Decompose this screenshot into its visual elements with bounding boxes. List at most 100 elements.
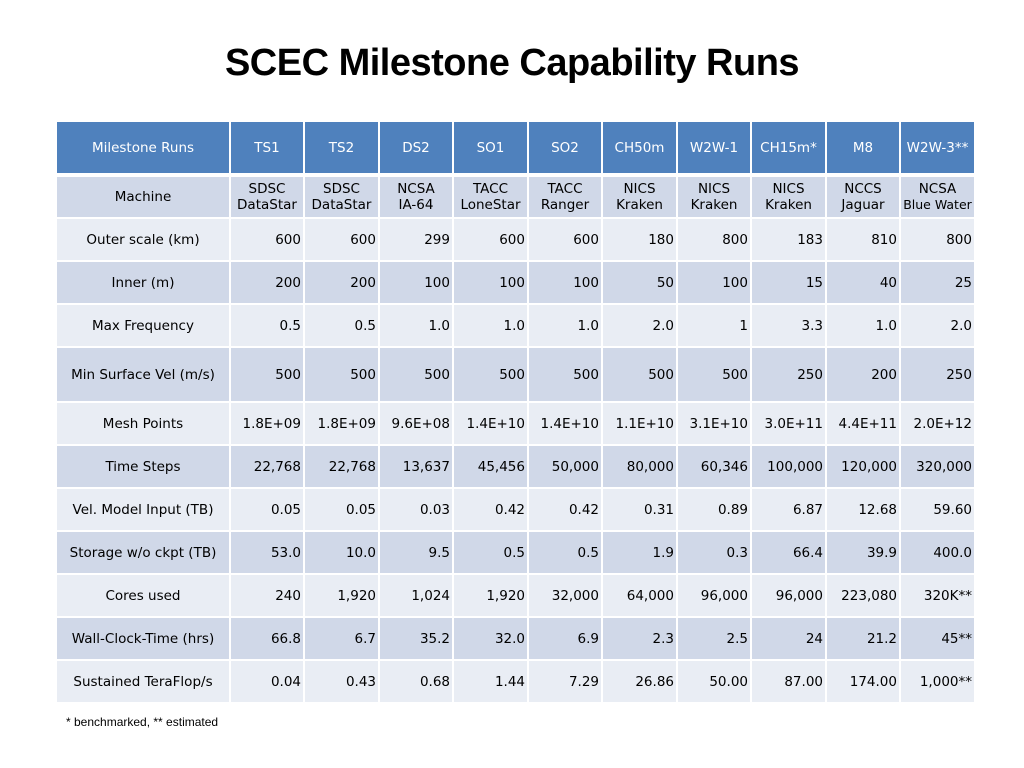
table-cell: 13,637	[378, 444, 454, 489]
table-row: Sustained TeraFlop/s 0.04 0.43 0.68 1.44 7.29…	[55, 659, 976, 704]
table-cell: 66.4	[750, 530, 827, 575]
table-row-machine: Machine SDSC DataStar SDSC DataStar NCSA IA…	[55, 174, 976, 219]
table-cell: 0.5	[303, 303, 380, 348]
table-cell: 50,000	[527, 444, 603, 489]
table-row: Min Surface Vel (m/s) 500 500 500 500 500 500 5…	[55, 346, 976, 403]
milestone-runs-table: Milestone Runs TS1 TS2 DS2 SO1 SO2 CH50m…	[55, 120, 976, 704]
table-cell: 26.86	[601, 659, 678, 704]
table-cell: 50	[601, 260, 678, 305]
machine-cell: SDSC DataStar	[229, 174, 305, 219]
row-label: Sustained TeraFlop/s	[55, 659, 231, 704]
machine-center: TACC	[547, 181, 583, 197]
table-cell: 39.9	[825, 530, 901, 575]
table-cell: 64,000	[601, 573, 678, 618]
table-cell: 10.0	[303, 530, 380, 575]
table-cell: 6.9	[527, 616, 603, 661]
table-cell: 3.0E+11	[750, 401, 827, 446]
table-cell: 32,000	[527, 573, 603, 618]
table-cell: 96,000	[676, 573, 752, 618]
column-header: M8	[825, 120, 901, 177]
table-cell: 22,768	[229, 444, 305, 489]
table-row: Storage w/o ckpt (TB) 53.0 10.0 9.5 0.5 0.5 1.…	[55, 530, 976, 575]
table-cell: 250	[750, 346, 827, 403]
machine-name: Kraken	[690, 197, 738, 213]
table-row: Wall-Clock-Time (hrs) 66.8 6.7 35.2 32.0 6.9 2…	[55, 616, 976, 661]
table-cell: 500	[601, 346, 678, 403]
table-cell: 500	[378, 346, 454, 403]
table-cell: 0.04	[229, 659, 305, 704]
row-label: Vel. Model Input (TB)	[55, 487, 231, 532]
table-cell: 87.00	[750, 659, 827, 704]
table-cell: 1.0	[378, 303, 454, 348]
table-cell: 320,000	[899, 444, 976, 489]
table-cell: 0.5	[452, 530, 529, 575]
machine-name: DataStar	[237, 197, 297, 213]
table-row: Mesh Points 1.8E+09 1.8E+09 9.6E+08 1.4E+10 1…	[55, 401, 976, 446]
table-cell: 0.42	[527, 487, 603, 532]
machine-center: SDSC	[323, 181, 360, 197]
table-cell: 7.29	[527, 659, 603, 704]
table-cell: 250	[899, 346, 976, 403]
column-header: CH15m*	[750, 120, 827, 177]
table-cell: 3.1E+10	[676, 401, 752, 446]
table-cell: 180	[601, 217, 678, 262]
table-cell: 1.1E+10	[601, 401, 678, 446]
table-cell: 100	[378, 260, 454, 305]
table-cell: 2.3	[601, 616, 678, 661]
table-cell: 6.7	[303, 616, 380, 661]
table-header-row: Milestone Runs TS1 TS2 DS2 SO1 SO2 CH50m…	[55, 120, 976, 177]
column-header: TS2	[303, 120, 380, 177]
table-cell: 22,768	[303, 444, 380, 489]
table-cell: 24	[750, 616, 827, 661]
table-cell: 2.0	[899, 303, 976, 348]
table-cell: 0.05	[229, 487, 305, 532]
row-label: Min Surface Vel (m/s)	[55, 346, 231, 403]
table-cell: 200	[229, 260, 305, 305]
table-cell: 183	[750, 217, 827, 262]
machine-cell: NICS Kraken	[601, 174, 678, 219]
table-cell: 12.68	[825, 487, 901, 532]
machine-name: DataStar	[311, 197, 372, 213]
table-cell: 1,920	[452, 573, 529, 618]
table-cell: 500	[527, 346, 603, 403]
table-row: Outer scale (km) 600 600 299 600 600 180 800 183…	[55, 217, 976, 262]
machine-name: LoneStar	[460, 197, 521, 213]
row-label: Outer scale (km)	[55, 217, 231, 262]
table-cell: 80,000	[601, 444, 678, 489]
column-header: SO2	[527, 120, 603, 177]
machine-cell: NCSA Blue Water	[899, 174, 976, 219]
footnote: * benchmarked, ** estimated	[66, 715, 219, 729]
machine-cell: SDSC DataStar	[303, 174, 380, 219]
table-row: Max Frequency 0.5 0.5 1.0 1.0 1.0 2.0 1 3.3 1.0 2.…	[55, 303, 976, 348]
machine-center: NICS	[772, 181, 805, 197]
table-cell: 0.43	[303, 659, 380, 704]
table-cell: 1.8E+09	[229, 401, 305, 446]
table-cell: 50.00	[676, 659, 752, 704]
machine-name: Jaguar	[841, 197, 885, 213]
table-cell: 9.5	[378, 530, 454, 575]
machine-cell: NCSA IA-64	[378, 174, 454, 219]
table-cell: 1,024	[378, 573, 454, 618]
table-cell: 4.4E+11	[825, 401, 901, 446]
table-cell: 800	[899, 217, 976, 262]
machine-center: NCSA	[918, 181, 957, 197]
machine-name: Blue Water	[903, 197, 972, 212]
table-cell: 0.89	[676, 487, 752, 532]
table-cell: 59.60	[899, 487, 976, 532]
table-cell: 6.87	[750, 487, 827, 532]
row-label: Inner (m)	[55, 260, 231, 305]
table-cell: 810	[825, 217, 901, 262]
machine-cell: NICS Kraken	[750, 174, 827, 219]
table-cell: 500	[229, 346, 305, 403]
machine-center: NCCS	[844, 181, 882, 197]
table-cell: 120,000	[825, 444, 901, 489]
machine-name: Ranger	[540, 197, 590, 213]
table-row: Vel. Model Input (TB) 0.05 0.05 0.03 0.42 0.4…	[55, 487, 976, 532]
row-label: Machine	[55, 174, 231, 219]
machine-name: IA-64	[398, 197, 434, 213]
table-cell: 0.05	[303, 487, 380, 532]
column-header: TS1	[229, 120, 305, 177]
column-header: W2W-3**	[899, 120, 976, 177]
table-cell: 9.6E+08	[378, 401, 454, 446]
table-cell: 320K**	[899, 573, 976, 618]
